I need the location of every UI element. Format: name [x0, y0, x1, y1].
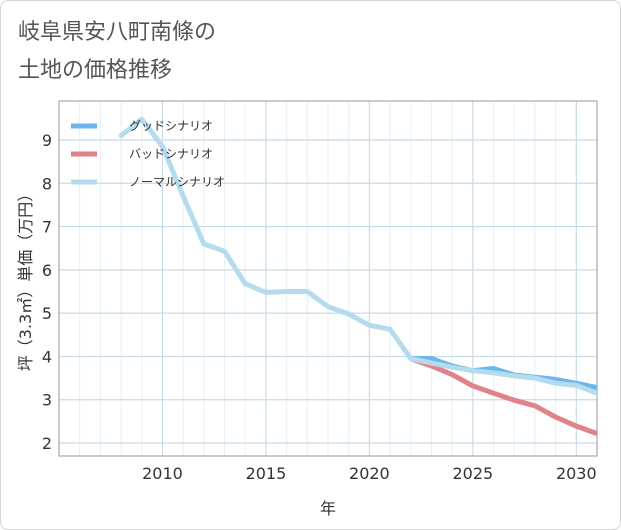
- series-line-2: [408, 356, 597, 436]
- y-tick-label: 9: [42, 131, 52, 150]
- series-lines: [118, 116, 597, 436]
- y-tick-label: 3: [42, 391, 52, 410]
- series-line-3: [118, 116, 597, 396]
- x-tick-label: 2025: [452, 464, 493, 483]
- y-tick-label: 5: [42, 304, 52, 323]
- y-axis-title: 坪（3.3㎡）単価（万円）: [16, 186, 35, 371]
- y-tick-label: 6: [42, 261, 52, 280]
- x-axis-title: 年: [320, 499, 336, 518]
- series-line-1: [408, 356, 597, 391]
- plot-frame: [58, 100, 598, 457]
- chart-title: 岐阜県安八町南條の 土地の価格推移: [18, 20, 217, 83]
- grid: [59, 101, 597, 456]
- legend-label: バッドシナリオ: [129, 147, 213, 161]
- legend-label: グッドシナリオ: [129, 119, 213, 133]
- y-tick-label: 4: [42, 347, 52, 366]
- x-tick-label: 2010: [142, 464, 183, 483]
- x-tick-label: 2020: [349, 464, 390, 483]
- y-tick-label: 2: [42, 434, 52, 453]
- legend-label: ノーマルシナリオ: [129, 175, 225, 189]
- y-tick-label: 7: [42, 218, 52, 237]
- x-tick-label: 2030: [556, 464, 597, 483]
- x-tick-label: 2015: [246, 464, 287, 483]
- y-tick-label: 8: [42, 174, 52, 193]
- tick-labels: 2010 2015 2020 2025 2030 2 3 4 5 6 7 8 9: [42, 131, 597, 483]
